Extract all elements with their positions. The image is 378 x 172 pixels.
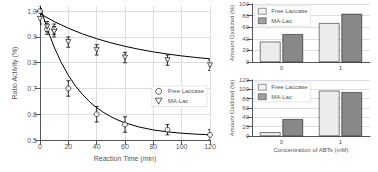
svg-text:0.9: 0.9 <box>27 33 37 40</box>
svg-text:80: 80 <box>149 143 157 150</box>
svg-text:0: 0 <box>38 143 42 150</box>
svg-text:40: 40 <box>242 114 249 120</box>
svg-text:1: 1 <box>339 65 343 71</box>
svg-text:MA-Lac: MA-Lac <box>271 18 292 24</box>
svg-text:0.6: 0.6 <box>27 111 37 118</box>
svg-text:1: 1 <box>339 139 343 145</box>
svg-text:20: 20 <box>242 47 249 53</box>
svg-text:0: 0 <box>280 139 284 145</box>
svg-text:60: 60 <box>242 24 249 30</box>
svg-text:Free Laccase: Free Laccase <box>271 84 308 90</box>
svg-text:Amount Oxidized (%): Amount Oxidized (%) <box>229 5 235 62</box>
svg-text:100: 100 <box>239 86 250 92</box>
svg-text:60: 60 <box>121 143 129 150</box>
svg-text:40: 40 <box>242 36 249 42</box>
svg-text:0: 0 <box>246 133 250 139</box>
svg-text:60: 60 <box>242 105 249 111</box>
svg-text:Reaction Time (min): Reaction Time (min) <box>94 155 157 163</box>
svg-text:0.5: 0.5 <box>27 137 37 144</box>
svg-text:MA-Lac: MA-Lac <box>168 98 189 104</box>
svg-text:0: 0 <box>280 65 284 71</box>
svg-text:1.0: 1.0 <box>27 8 37 15</box>
svg-text:Free Laccase: Free Laccase <box>271 8 308 14</box>
svg-text:120: 120 <box>204 143 216 150</box>
svg-text:MA-Lac: MA-Lac <box>271 94 292 100</box>
svg-text:0.8: 0.8 <box>27 59 37 66</box>
svg-text:Ratio Activity (%): Ratio Activity (%) <box>11 47 19 100</box>
svg-text:20: 20 <box>242 124 249 130</box>
svg-text:Amount Oxidized (%): Amount Oxidized (%) <box>229 80 235 137</box>
svg-text:20: 20 <box>64 143 72 150</box>
svg-text:120: 120 <box>239 77 250 83</box>
svg-text:80: 80 <box>242 13 249 19</box>
svg-text:0: 0 <box>246 59 250 65</box>
svg-text:100: 100 <box>239 1 250 7</box>
svg-text:Free Laccase: Free Laccase <box>168 88 205 94</box>
svg-text:40: 40 <box>93 143 101 150</box>
svg-text:Concentration of ABTs (mM): Concentration of ABTs (mM) <box>273 147 348 153</box>
svg-text:80: 80 <box>242 96 249 102</box>
svg-text:0.7: 0.7 <box>27 85 37 92</box>
svg-text:100: 100 <box>176 143 188 150</box>
